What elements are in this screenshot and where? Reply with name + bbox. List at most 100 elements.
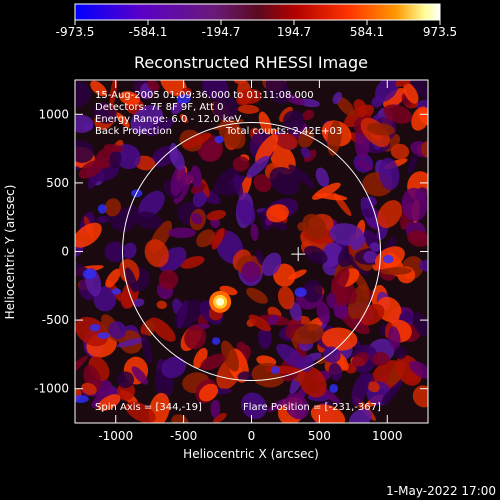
x-axis-label: Heliocentric X (arcsec) <box>183 447 319 461</box>
texture-blob <box>321 327 358 351</box>
texture-blob <box>293 323 324 345</box>
texture-blob-blue <box>211 337 221 345</box>
texture-blob <box>269 166 301 196</box>
texture-blob <box>232 156 250 172</box>
texture-blob <box>146 80 160 92</box>
texture-blob <box>366 122 396 136</box>
colorbar-tick-label: -584.1 <box>129 25 168 39</box>
texture-blob <box>381 385 400 404</box>
texture-blob <box>180 256 205 269</box>
texture-blob <box>327 120 342 156</box>
texture-blob <box>288 164 316 189</box>
texture-blob <box>122 242 137 259</box>
texture-blob <box>160 80 187 97</box>
texture-blob <box>198 383 219 402</box>
texture-blob <box>109 80 118 109</box>
texture-blob <box>407 154 418 174</box>
texture-blob <box>236 341 245 351</box>
texture-blob <box>367 381 380 393</box>
flare-position-text: Flare Position = [-231,-367] <box>243 402 381 413</box>
texture-blob <box>103 143 124 153</box>
texture-blob <box>289 302 302 322</box>
texture-blob-blue <box>111 288 121 295</box>
time-range-text: 15-Aug-2005 01:09:36.000 to 01:11:08.000 <box>95 90 314 101</box>
energy-range-text: Energy Range: 6.0 - 12.0 keV <box>95 114 241 125</box>
texture-blob-blue <box>82 268 96 280</box>
texture-blob <box>250 223 259 242</box>
texture-blob <box>371 96 384 108</box>
texture-blob <box>171 100 185 115</box>
texture-blob <box>298 129 315 148</box>
texture-blob <box>75 114 94 133</box>
texture-blob <box>161 356 186 379</box>
texture-blob <box>304 245 328 265</box>
colorbar-tick-label: -194.7 <box>202 25 241 39</box>
texture-blob <box>75 316 109 347</box>
texture-blob <box>146 118 175 137</box>
texture-blob <box>141 333 153 364</box>
texture-blob <box>351 372 369 406</box>
y-tick-label: -500 <box>42 313 69 327</box>
texture-blob <box>177 299 188 329</box>
texture-blob <box>213 412 227 423</box>
texture-blob <box>266 204 289 223</box>
texture-blob <box>75 355 88 378</box>
colorbar <box>74 3 441 21</box>
texture-blob <box>125 267 138 293</box>
texture-blob <box>75 81 91 108</box>
texture-blob <box>348 408 372 423</box>
texture-blob <box>409 360 428 379</box>
texture-blob <box>105 268 121 289</box>
texture-blob <box>168 227 196 239</box>
texture-blob <box>261 252 282 277</box>
texture-blob <box>104 241 126 263</box>
texture-blob <box>378 157 400 191</box>
texture-blob <box>75 140 95 163</box>
texture-blob <box>273 263 296 287</box>
colorbar-ticks: -973.5 -584.1 -194.7 194.7 584.1 973.5 <box>56 20 457 39</box>
texture-blob <box>390 143 410 160</box>
texture-blob-blue <box>97 204 107 214</box>
texture-blob <box>328 363 343 381</box>
texture-blob <box>131 366 149 385</box>
texture-blob <box>418 259 428 272</box>
texture-blob <box>144 239 169 268</box>
texture-blob <box>412 312 428 337</box>
texture-blob <box>132 298 145 307</box>
texture-blob <box>299 98 320 108</box>
texture-blob <box>246 287 268 304</box>
texture-blob <box>109 150 122 169</box>
texture-blob <box>315 167 330 188</box>
texture-blob <box>169 148 185 171</box>
texture-blob <box>191 212 203 225</box>
texture-blob <box>218 119 246 149</box>
texture-blob <box>110 222 121 230</box>
texture-blob <box>277 286 295 310</box>
texture-blob <box>303 279 323 303</box>
texture-blob <box>351 352 369 367</box>
texture-blob <box>171 414 189 423</box>
texture-blob <box>237 104 260 114</box>
y-tick-label: -1000 <box>34 382 69 396</box>
texture-blob <box>383 104 413 124</box>
texture-blob <box>212 95 238 121</box>
texture-blob <box>265 80 290 105</box>
texture-blob <box>383 88 407 109</box>
texture-blob <box>179 113 189 123</box>
texture-blob <box>144 319 155 337</box>
texture-blob <box>156 300 168 310</box>
texture-blob <box>90 80 107 97</box>
texture-blob <box>248 314 271 332</box>
texture-blob <box>412 385 428 408</box>
texture-blob <box>407 230 428 247</box>
texture-blob <box>332 91 343 105</box>
colorbar-tick-label: 973.5 <box>423 25 457 39</box>
texture-blob <box>246 155 270 178</box>
texture-blob <box>158 269 179 290</box>
y-tick-label: 0 <box>61 245 69 259</box>
colorbar-tick-label: 584.1 <box>350 25 384 39</box>
texture-blob <box>316 301 331 324</box>
texture-blob <box>236 89 255 106</box>
texture-blob <box>361 208 375 218</box>
texture-blob <box>399 311 414 324</box>
